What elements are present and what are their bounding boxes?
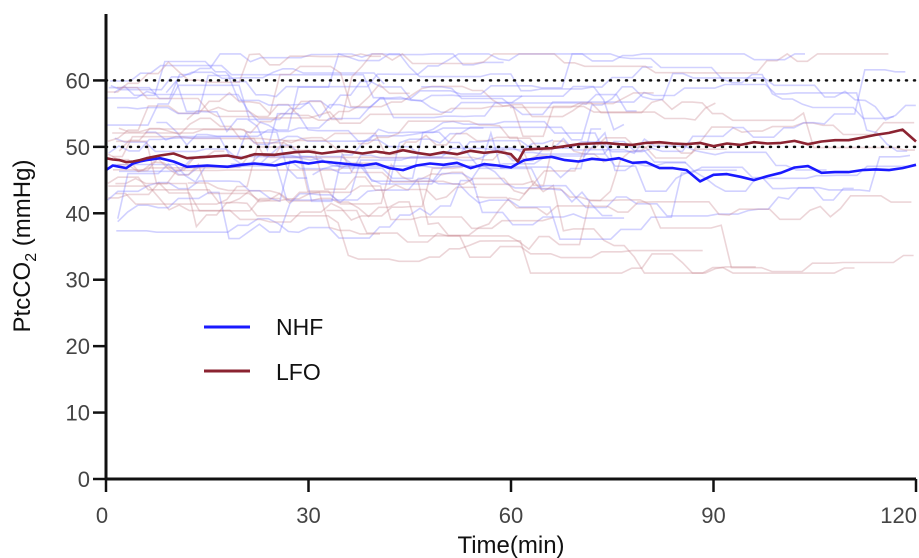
individual-trace [119,127,484,180]
individual-trace [106,53,805,133]
individual-trace [108,166,463,223]
individual-trace [116,140,380,185]
y-axis-title: PtcCO2 (mmHg) [9,160,40,333]
individual-trace [187,182,380,235]
legend-label-nhf: NHF [276,314,323,340]
individual-trace [186,83,410,121]
individual-trace [357,120,551,152]
individual-trace [114,131,308,179]
x-tick-label: 60 [499,503,523,528]
y-tick-label: 10 [66,401,90,426]
individual-trace [113,53,894,120]
individual-trace [108,181,281,212]
individual-trace [107,80,625,131]
y-axis-title-subscript: 2 [23,253,40,262]
y-axis-title-unit: (mmHg) [9,160,36,253]
individual-patient-traces [106,52,916,274]
series-line-lfo [105,128,917,164]
x-axis-title: Time(min) [457,532,564,558]
individual-trace [112,132,548,162]
y-tick-label: 0 [78,467,90,492]
individual-trace [509,98,915,151]
individual-trace [117,74,523,119]
individual-trace [118,52,889,134]
individual-trace [117,157,553,230]
individual-trace [326,199,914,273]
individual-trace [110,68,385,91]
legend-label-lfo: LFO [276,359,321,385]
individual-trace [112,128,477,201]
individual-trace [107,65,716,143]
legend: NHF LFO [204,314,323,385]
individual-trace [118,117,727,195]
individual-trace [117,86,654,124]
y-tick-label: 30 [66,268,90,293]
individual-trace [156,52,653,147]
y-tick-label: 60 [66,68,90,93]
y-axis-ticks: 0 10 20 30 40 50 60 [66,68,106,492]
individual-trace [107,53,381,93]
individual-trace [421,83,908,152]
individual-trace [108,53,504,100]
y-axis-title-main: PtcCO [9,262,36,333]
y-tick-label: 40 [66,201,90,226]
individual-trace [116,130,613,239]
individual-trace [492,140,908,192]
x-tick-label: 0 [96,503,108,528]
individual-trace [145,128,602,179]
individual-trace [115,146,703,259]
individual-trace [108,131,686,182]
x-tick-label: 120 [880,503,917,528]
individual-trace [110,64,637,119]
x-axis-ticks: 0 30 60 90 120 [96,479,918,528]
individual-trace [475,195,912,221]
individual-trace [388,72,916,185]
series-line-nhf [105,155,917,183]
individual-trace [107,162,756,274]
x-tick-label: 90 [701,503,725,528]
series-lines [105,128,917,183]
individual-trace [230,120,737,203]
individual-trace [115,177,855,274]
individual-trace [107,137,827,203]
x-tick-label: 30 [296,503,320,528]
y-tick-label: 20 [66,334,90,359]
reference-lines [104,79,918,149]
individual-trace [117,139,554,240]
y-tick-label: 50 [66,135,90,160]
